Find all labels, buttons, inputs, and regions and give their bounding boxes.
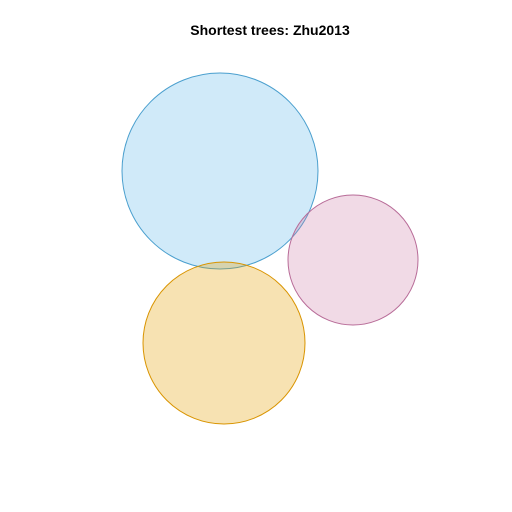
venn-circle-pink [287, 194, 419, 326]
plot-title: Shortest trees: Zhu2013 [190, 22, 350, 38]
venn-circle-orange [142, 261, 306, 425]
venn-circles [121, 72, 419, 425]
venn-circle-blue [121, 72, 319, 270]
